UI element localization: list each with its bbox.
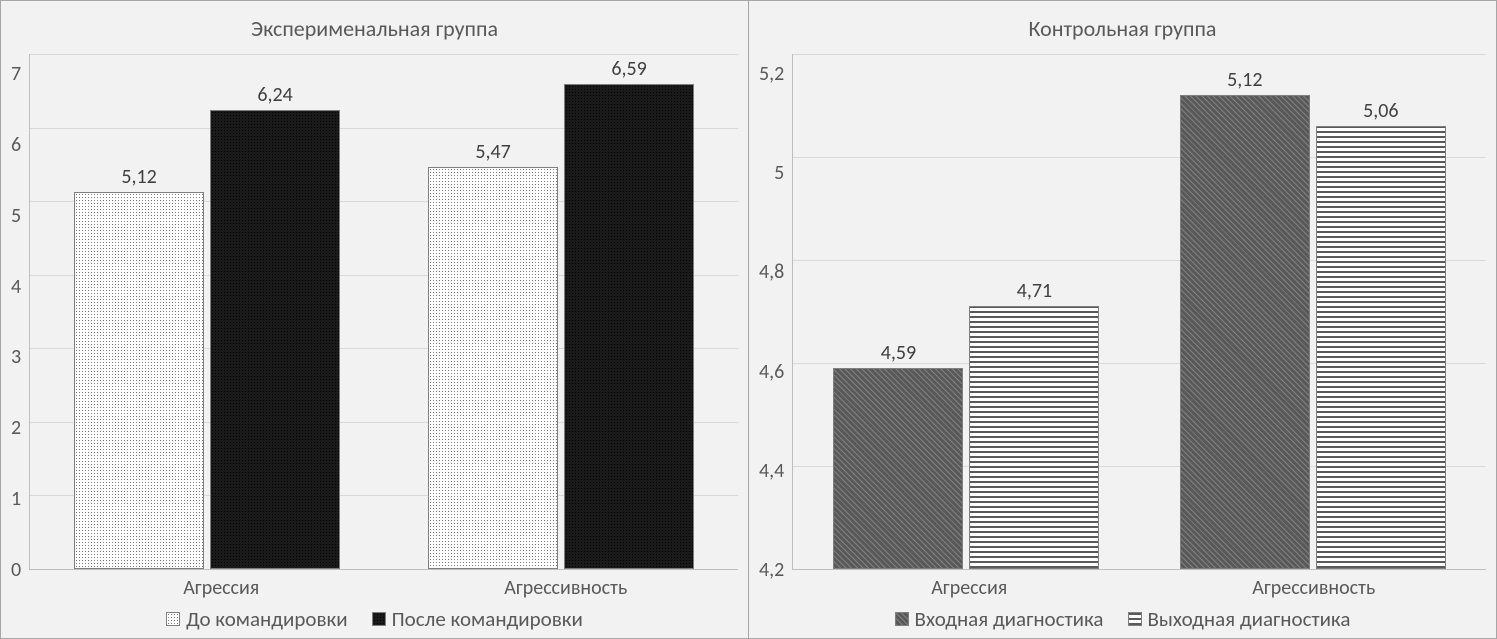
legend-item: Выходная диагностика: [1128, 606, 1351, 632]
left-x-axis: АгрессияАгрессивность: [49, 576, 738, 600]
bar-value-label: 5,47: [475, 140, 510, 164]
y-tick-label: 3: [11, 347, 21, 367]
y-tick-label: 6: [11, 135, 21, 155]
bar-value-label: 4,71: [1017, 279, 1052, 303]
legend-label: После командировки: [392, 606, 583, 632]
y-tick-label: 4,2: [759, 560, 784, 580]
legend-swatch: [895, 612, 909, 626]
bar-wrap: 5,47: [428, 54, 558, 569]
right-legend: Входная диагностика Выходная диагностика: [759, 606, 1486, 632]
left-title: Эксперименальная группа: [11, 15, 738, 42]
y-tick-label: 4,4: [759, 461, 784, 481]
y-tick-label: 7: [11, 64, 21, 84]
bar: 5,47: [428, 167, 558, 569]
right-plot-wrap: 5,254,84,64,44,2 4,594,715,125,06: [759, 54, 1486, 570]
bar-value-label: 5,06: [1363, 99, 1398, 123]
chart-container: Эксперименальная группа 76543210 5,126,2…: [0, 0, 1497, 639]
bar-value-label: 5,12: [121, 165, 156, 189]
legend-label: До командировки: [186, 606, 348, 632]
legend-swatch: [166, 612, 180, 626]
bar-wrap: 4,59: [833, 54, 963, 569]
right-y-axis: 5,254,84,64,44,2: [759, 54, 792, 570]
y-tick-label: 4: [11, 277, 21, 297]
right-title: Контрольная группа: [759, 15, 1486, 42]
bar-wrap: 5,12: [74, 54, 204, 569]
right-panel: Контрольная группа 5,2 5 4,8 4,6 4,4 4,2 4,59…: [748, 1, 1496, 638]
legend-item: Входная диагностика: [895, 606, 1104, 632]
bar-wrap: 4,71: [969, 54, 1099, 569]
legend-label: Входная диагностика: [915, 606, 1104, 632]
legend-item: После командировки: [372, 606, 583, 632]
bar-value-label: 5,12: [1227, 68, 1262, 92]
bar-value-label: 6,59: [611, 57, 646, 81]
bar: 6,59: [564, 84, 694, 569]
right-x-axis: АгрессияАгрессивность: [797, 576, 1486, 600]
y-tick-label: 5: [774, 163, 784, 183]
legend-item: До командировки: [166, 606, 348, 632]
left-bar-groups: 5,126,245,476,59: [30, 54, 738, 569]
bar-wrap: 6,24: [210, 54, 340, 569]
x-tick-label: Агрессия: [49, 576, 394, 600]
right-bar-groups: 4,594,715,125,06: [793, 54, 1486, 569]
bar-wrap: 5,06: [1316, 54, 1446, 569]
bar: 4,71: [969, 306, 1099, 569]
bar-group: 5,125,06: [1140, 54, 1486, 569]
bar-wrap: 5,12: [1180, 54, 1310, 569]
left-panel: Эксперименальная группа 76543210 5,126,2…: [1, 1, 748, 638]
left-legend: До командировки После командировки: [11, 606, 738, 632]
y-tick-label: 5: [11, 206, 21, 226]
bar-wrap: 6,59: [564, 54, 694, 569]
legend-swatch: [1128, 612, 1142, 626]
left-plot-wrap: 76543210 5,126,245,476,59: [11, 54, 738, 570]
bar-group: 5,476,59: [384, 54, 738, 569]
y-tick-label: 4,8: [759, 262, 784, 282]
y-tick-label: 0: [11, 560, 21, 580]
y-tick-label: 5,2: [759, 64, 784, 84]
legend-swatch: [372, 612, 386, 626]
x-tick-label: Агрессивность: [1142, 576, 1487, 600]
bar: 5,12: [74, 192, 204, 569]
left-plot: 5,126,245,476,59: [29, 54, 738, 570]
bar-value-label: 4,59: [881, 341, 916, 365]
bar-value-label: 6,24: [257, 83, 292, 107]
bar: 6,24: [210, 110, 340, 569]
left-y-axis: 76543210: [11, 54, 29, 570]
legend-label: Выходная диагностика: [1148, 606, 1351, 632]
y-tick-label: 2: [11, 418, 21, 438]
bar-group: 5,126,24: [30, 54, 384, 569]
x-tick-label: Агрессивность: [394, 576, 739, 600]
bar-group: 4,594,71: [793, 54, 1139, 569]
right-plot: 4,594,715,125,06: [792, 54, 1486, 570]
y-tick-label: 1: [11, 489, 21, 509]
x-tick-label: Агрессия: [797, 576, 1142, 600]
bar: 4,59: [833, 368, 963, 569]
y-tick-label: 4,6: [759, 362, 784, 382]
bar: 5,12: [1180, 95, 1310, 569]
bar: 5,06: [1316, 126, 1446, 569]
